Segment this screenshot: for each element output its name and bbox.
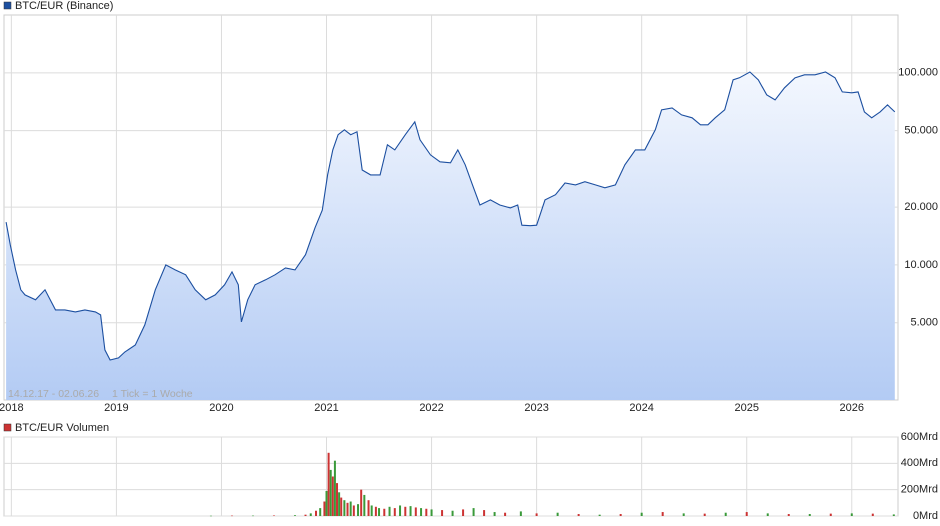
area-fill — [6, 72, 895, 400]
volume-bar — [370, 505, 373, 516]
plot-frame — [3, 436, 899, 517]
volume-bar — [519, 511, 522, 516]
volume-bar — [483, 510, 486, 516]
volume-bar — [388, 506, 391, 516]
price-line — [5, 71, 896, 361]
volume-bar — [682, 513, 685, 516]
volume-bar — [766, 513, 769, 516]
volume-bar — [346, 502, 349, 516]
annotation: 1 Tick = 1 Woche — [112, 388, 193, 400]
x-tick-label: 2018 — [0, 402, 24, 414]
volume-bar — [472, 508, 475, 516]
volume-bar — [504, 512, 507, 516]
volume-bar — [209, 515, 212, 517]
volume-bar — [333, 460, 336, 516]
volume-bar — [323, 501, 326, 516]
volume-bar — [640, 512, 643, 516]
volume-bar — [340, 497, 343, 516]
volume-bar — [451, 510, 454, 516]
volume-bar — [577, 514, 580, 516]
volume-bar — [420, 508, 423, 516]
annotation: 14.12.17 - 02.06.26 — [8, 388, 99, 400]
volume-bar — [378, 508, 381, 516]
x-tick-label: 2024 — [629, 402, 653, 414]
y-tick-label: 100.000 — [898, 67, 938, 79]
volume-bar — [598, 514, 601, 516]
volume-bar — [363, 494, 366, 516]
y-tick-label: 20.000 — [904, 201, 938, 213]
volume-bar — [336, 483, 339, 516]
volume-bar — [230, 515, 233, 517]
x-tick-label: 2022 — [419, 402, 443, 414]
volume-bar — [304, 514, 307, 516]
y-tick-label: 50.000 — [904, 125, 938, 137]
volume-bar — [309, 513, 312, 516]
x-tick-label: 2026 — [840, 402, 864, 414]
volume-bar — [808, 514, 811, 516]
volume-bar — [871, 513, 874, 516]
volume-bar — [724, 512, 727, 516]
volume-bar — [383, 508, 386, 516]
volume-bar — [399, 505, 402, 516]
volume-bar — [850, 513, 853, 516]
volume-bar — [892, 514, 895, 516]
volume-bar — [293, 515, 296, 516]
x-tick-label: 2019 — [104, 402, 128, 414]
x-tick-label: 2023 — [524, 402, 548, 414]
x-tick-label: 2021 — [314, 402, 338, 414]
volume-bar — [556, 512, 559, 516]
volume-bar — [325, 490, 328, 516]
volume-bar — [787, 514, 790, 516]
y-tick-label: 600Mrd — [901, 431, 938, 443]
volume-bar — [441, 510, 444, 516]
volume-bar — [331, 476, 334, 516]
volume-bar — [462, 509, 465, 516]
volume-bar — [404, 506, 407, 516]
legend-swatch — [3, 423, 12, 432]
volume-bar — [349, 501, 352, 516]
y-tick-label: 200Mrd — [901, 484, 938, 496]
volume-bar — [272, 515, 275, 516]
volume-bar — [360, 489, 363, 516]
volume-bar — [745, 512, 748, 516]
y-tick-label: 5.000 — [910, 317, 938, 329]
legend-label: BTC/EUR Volumen — [15, 422, 109, 434]
volume-bar — [319, 508, 322, 516]
volume-bar — [829, 513, 832, 516]
volume-bar — [352, 505, 355, 516]
y-tick-label: 400Mrd — [901, 457, 938, 469]
volume-bar — [338, 492, 341, 516]
volume-bar — [493, 512, 496, 516]
y-tick-label: 0Mrd — [913, 510, 938, 522]
volume-bar — [374, 506, 377, 516]
volume-bar — [661, 512, 664, 516]
volume-bar — [619, 514, 622, 516]
volume-bar — [315, 510, 318, 516]
y-tick-label: 10.000 — [904, 259, 938, 271]
x-tick-label: 2025 — [734, 402, 758, 414]
volume-bar — [327, 452, 330, 516]
volume-bar — [425, 508, 428, 516]
x-tick-label: 2020 — [209, 402, 233, 414]
volume-bar — [251, 515, 254, 517]
legend-swatch — [3, 1, 12, 10]
volume-bar — [703, 513, 706, 516]
volume-bar — [414, 507, 417, 516]
volume-bar — [367, 500, 370, 516]
legend-label: BTC/EUR (Binance) — [15, 0, 113, 12]
volume-bar — [409, 506, 412, 516]
volume-bar — [430, 509, 433, 516]
volume-bar — [357, 504, 360, 516]
volume-bar — [343, 500, 346, 516]
volume-bar — [535, 513, 538, 516]
volume-bar — [393, 508, 396, 516]
volume-bar — [329, 469, 332, 516]
